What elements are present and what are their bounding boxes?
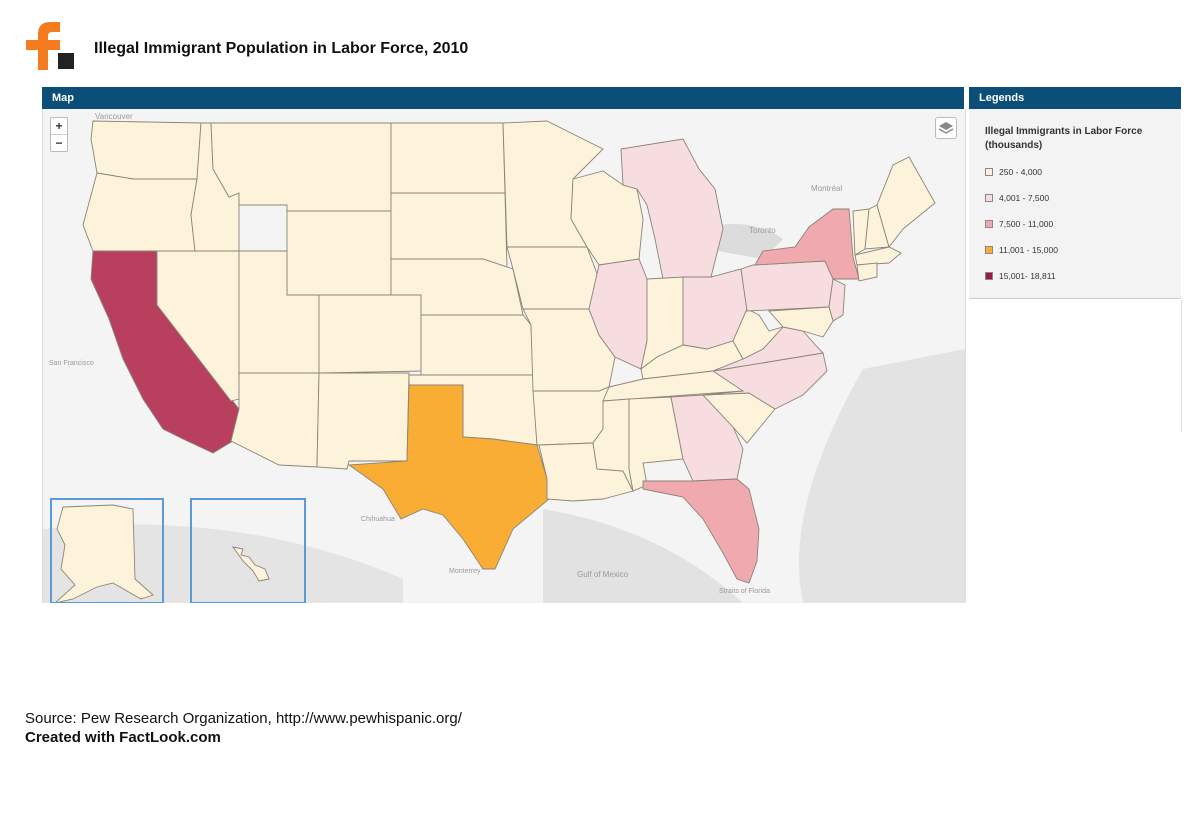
legend-swatch bbox=[985, 194, 993, 202]
us-states-map[interactable]: Vancouver Montréal Toronto San Francisco… bbox=[43, 109, 965, 603]
legend-label: 250 - 4,000 bbox=[999, 167, 1043, 177]
state-new-jersey[interactable] bbox=[828, 278, 846, 322]
legend-item: 4,001 - 7,500 bbox=[985, 191, 1165, 205]
legend-label: 4,001 - 7,500 bbox=[999, 193, 1050, 203]
state-connecticut[interactable] bbox=[856, 262, 878, 282]
legend-label: 11,001 - 15,000 bbox=[999, 245, 1058, 255]
legend-box: Illegal Immigrants in Labor Force (thous… bbox=[969, 109, 1181, 299]
created-with-text: Created with FactLook.com bbox=[25, 729, 221, 746]
legend-item: 15,001- 18,811 bbox=[985, 269, 1165, 283]
state-oregon[interactable] bbox=[82, 172, 198, 252]
divider bbox=[1181, 300, 1182, 432]
legend-swatch bbox=[985, 272, 993, 280]
map-panel-header: Map bbox=[42, 87, 964, 109]
state-washington[interactable] bbox=[90, 120, 202, 180]
state-texas[interactable] bbox=[347, 384, 550, 570]
state-new-mexico[interactable] bbox=[316, 372, 410, 470]
label-gulf-of-mexico: Gulf of Mexico bbox=[577, 570, 629, 579]
map-view[interactable]: Vancouver Montréal Toronto San Francisco… bbox=[42, 109, 966, 603]
state-florida[interactable] bbox=[642, 478, 760, 584]
state-pennsylvania[interactable] bbox=[740, 260, 834, 312]
state-alaska[interactable] bbox=[54, 504, 154, 603]
legend-swatch bbox=[985, 246, 993, 254]
legend-item: 7,500 - 11,000 bbox=[985, 217, 1165, 231]
state-north-dakota[interactable] bbox=[390, 122, 506, 194]
state-south-dakota[interactable] bbox=[390, 192, 508, 268]
label-vancouver: Vancouver bbox=[95, 112, 133, 121]
label-straits-of-florida: Straits of Florida bbox=[719, 588, 770, 595]
zoom-control: + − bbox=[50, 117, 68, 152]
legend-swatch bbox=[985, 220, 993, 228]
state-kansas[interactable] bbox=[420, 314, 534, 376]
legend-title: Illegal Immigrants in Labor Force (thous… bbox=[985, 126, 1143, 151]
state-wisconsin[interactable] bbox=[570, 170, 644, 266]
layers-icon bbox=[938, 122, 954, 134]
legend-swatch bbox=[985, 168, 993, 176]
state-colorado[interactable] bbox=[318, 294, 422, 374]
state-maryland[interactable] bbox=[768, 306, 834, 338]
state-north-carolina[interactable] bbox=[702, 352, 828, 410]
page-title: Illegal Immigrant Population in Labor Fo… bbox=[94, 40, 469, 57]
label-monterrey: Monterrey bbox=[449, 568, 481, 575]
legend-item: 11,001 - 15,000 bbox=[985, 243, 1165, 257]
source-text: Source: Pew Research Organization, http:… bbox=[25, 710, 462, 727]
state-hawaii[interactable] bbox=[231, 546, 270, 582]
label-montreal: Montréal bbox=[811, 184, 842, 193]
state-wyoming[interactable] bbox=[286, 210, 392, 296]
factlook-logo bbox=[26, 22, 74, 70]
label-san-francisco: San Francisco bbox=[49, 360, 94, 367]
state-massachusetts[interactable] bbox=[854, 246, 902, 266]
legend-label: 15,001- 18,811 bbox=[999, 271, 1056, 281]
label-toronto: Toronto bbox=[749, 226, 776, 235]
zoom-in-button[interactable]: + bbox=[55, 119, 63, 133]
legend-label: 7,500 - 11,000 bbox=[999, 219, 1054, 229]
alaska-inset[interactable] bbox=[50, 498, 164, 603]
legend-panel-header: Legends bbox=[969, 87, 1181, 109]
hawaii-inset[interactable] bbox=[190, 498, 306, 603]
zoom-out-button[interactable]: − bbox=[51, 134, 67, 151]
state-iowa[interactable] bbox=[506, 246, 600, 310]
state-new-york[interactable] bbox=[754, 208, 860, 280]
legend-item: 250 - 4,000 bbox=[985, 165, 1165, 179]
layers-button[interactable] bbox=[935, 117, 957, 139]
label-chihuahua: Chihuahua bbox=[361, 516, 395, 523]
